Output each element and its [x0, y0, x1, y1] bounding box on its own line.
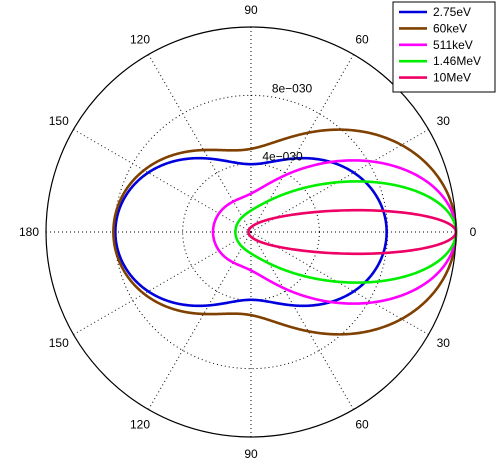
legend-label: 2.75eV [433, 5, 471, 19]
angle-tick-label: 150 [49, 336, 69, 350]
polar-outer-border [45, 26, 457, 438]
angular-grid-spoke [250, 231, 354, 410]
series-line-0 [114, 156, 388, 308]
series-line-1 [112, 128, 458, 336]
series-line-2 [211, 159, 458, 305]
angle-tick-label: 0 [470, 225, 477, 239]
angular-grid-spoke [73, 129, 252, 233]
legend: 2.75eV 60keV 511keV 1.46MeV 10MeV [392, 1, 496, 93]
radial-tick-label: 4e−030 [262, 149, 303, 163]
angle-tick-label: 150 [49, 114, 69, 128]
legend-label: 10MeV [433, 71, 471, 85]
legend-label: 1.46MeV [433, 54, 481, 68]
angle-tick-label: 30 [437, 114, 451, 128]
series-line-3 [234, 180, 458, 284]
angular-grid-spoke [148, 54, 252, 233]
radial-tick-label: 8e−030 [272, 82, 313, 96]
tick-labels: 0 30 60 90 120 150 180 150 120 90 60 30 4e−030 8e−030 [19, 3, 477, 461]
angle-tick-label: 30 [437, 336, 451, 350]
angle-tick-label: 120 [130, 33, 150, 47]
angle-tick-label: 60 [355, 417, 369, 431]
legend-label: 60keV [433, 21, 467, 35]
polar-grid [46, 27, 456, 437]
angle-tick-label: 90 [244, 3, 258, 17]
angle-tick-label: 90 [244, 447, 258, 461]
angular-grid-spoke [148, 231, 252, 410]
legend-label: 511keV [433, 38, 473, 52]
angle-tick-label: 180 [19, 225, 39, 239]
series-line-4 [247, 208, 458, 256]
series-group [45, 26, 458, 438]
angle-tick-label: 60 [355, 33, 369, 47]
angular-grid-spoke [73, 231, 252, 335]
angle-tick-label: 120 [130, 417, 150, 431]
